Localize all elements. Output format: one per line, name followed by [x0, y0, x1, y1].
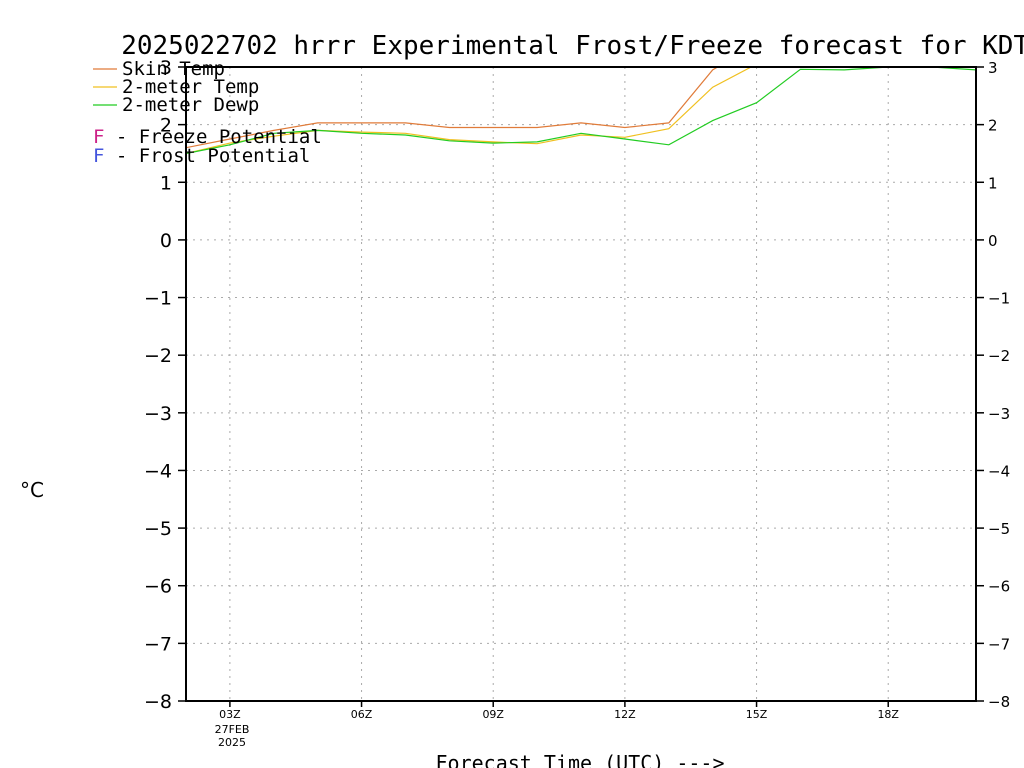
x-tick-label: 06Z	[351, 708, 373, 721]
y-tick-label: −7	[144, 633, 172, 655]
x-axis: 03Z 06Z 09Z 12Z 15Z 18Z	[219, 701, 899, 721]
x-tick-label: 03Z	[219, 708, 241, 721]
y-tick-label-right: −8	[988, 693, 1010, 711]
y-tick-label: −6	[144, 576, 172, 598]
legend-potential: F - Freeze Potential	[93, 126, 322, 148]
y-tick-label: 1	[160, 172, 172, 194]
y-tick-label-right: −6	[988, 578, 1010, 596]
series-line-skin-temp	[186, 67, 719, 149]
y-axis-left: −8 −7 −6 −5 −4 −3 −2 −1 0 1 2 3	[144, 57, 186, 713]
y-tick-label: −2	[144, 345, 172, 367]
y-tick-label-right: 2	[988, 117, 998, 135]
y-tick-label-right: −2	[988, 347, 1010, 365]
date-label-day: 27FEB	[215, 723, 250, 736]
y-tick-label: −1	[144, 288, 172, 310]
x-tick-label: 12Z	[614, 708, 636, 721]
series-line-2-meter-dewp	[186, 67, 976, 155]
y-tick-label: −4	[144, 460, 172, 482]
chart-title: 2025022702 hrrr Experimental Frost/Freez…	[121, 31, 1024, 61]
y-tick-label: 0	[160, 230, 172, 252]
y-tick-label-right: −4	[988, 462, 1010, 480]
y-tick-label-right: −3	[988, 405, 1010, 423]
x-tick-label: 15Z	[746, 708, 768, 721]
series-lines	[186, 67, 976, 155]
legend-potential: F - Frost Potential	[93, 145, 310, 167]
x-tick-label: 09Z	[482, 708, 504, 721]
gridlines	[186, 67, 976, 701]
y-tick-label-right: 1	[988, 174, 998, 192]
y-axis-unit: °C	[20, 478, 44, 502]
y-axis-right: −8 −7 −6 −5 −4 −3 −2 −1 0 1 2 3	[976, 59, 1010, 711]
y-tick-label-right: −5	[988, 520, 1010, 538]
y-tick-label: 3	[160, 57, 172, 79]
y-tick-label-right: −7	[988, 635, 1010, 653]
y-tick-label: 2	[160, 115, 172, 137]
legend-label: Skin Temp	[122, 58, 225, 80]
x-axis-label: Forecast Time (UTC) --->	[436, 751, 725, 768]
y-tick-label-right: 0	[988, 232, 998, 250]
plot-frame	[185, 66, 977, 702]
y-tick-label: −3	[144, 403, 172, 425]
y-tick-label: −5	[144, 518, 172, 540]
date-label-year: 2025	[218, 736, 246, 749]
y-tick-label: −8	[144, 691, 172, 713]
legend-label: 2-meter Dewp	[122, 94, 259, 116]
y-tick-label-right: −1	[988, 290, 1010, 308]
legend-label: 2-meter Temp	[122, 76, 259, 98]
y-tick-label-right: 3	[988, 59, 998, 77]
x-tick-label: 18Z	[877, 708, 899, 721]
